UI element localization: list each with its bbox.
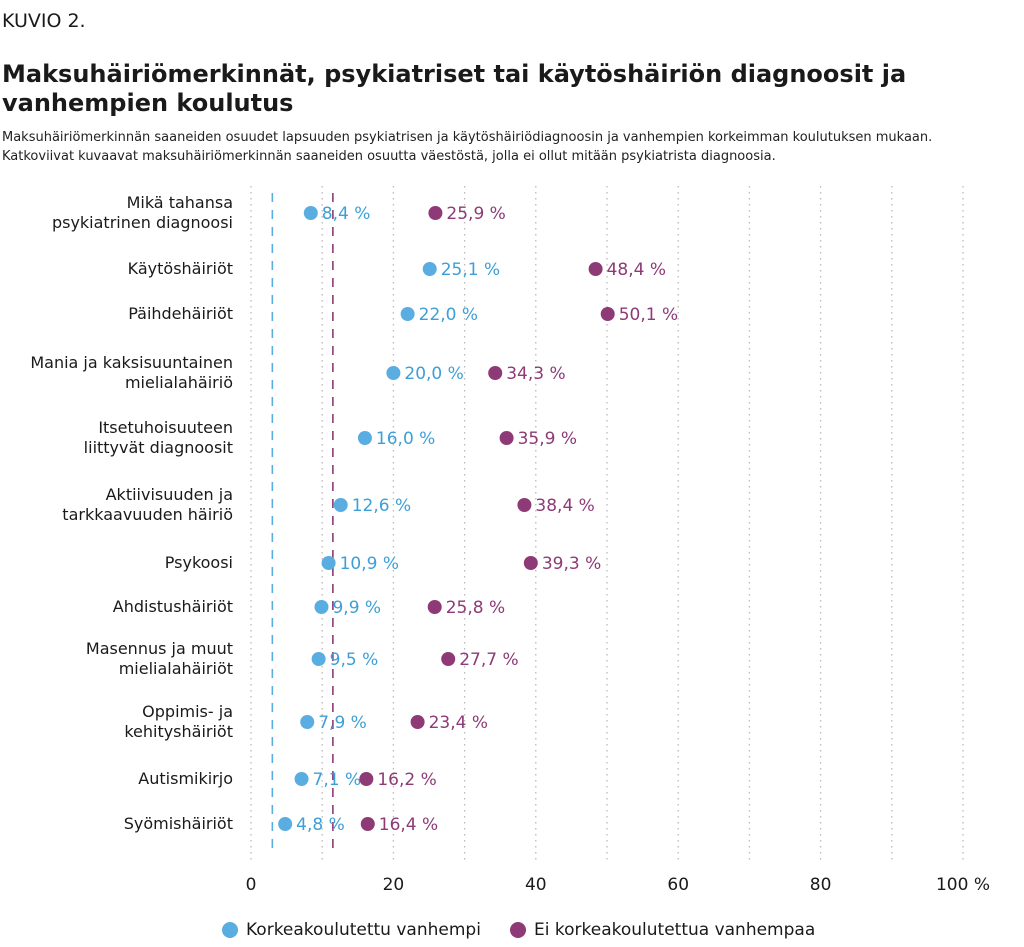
data-label-series-a: 8,4 % bbox=[322, 204, 371, 224]
data-label-series-a: 9,5 % bbox=[330, 650, 379, 670]
category-label: Oppimis- ja kehityshäiriöt bbox=[124, 702, 233, 741]
data-label-series-a: 9,9 % bbox=[332, 598, 381, 618]
data-point-series-a bbox=[300, 715, 315, 729]
data-label-series-a: 25,1 % bbox=[441, 260, 500, 280]
legend-label-series-a: Korkeakoulutettu vanhempi bbox=[246, 920, 481, 940]
data-point-series-b bbox=[360, 817, 375, 831]
category-label: Käytöshäiriöt bbox=[128, 259, 233, 278]
data-point-series-a bbox=[400, 307, 415, 321]
category-label: Psykoosi bbox=[165, 553, 233, 572]
data-label-series-a: 10,9 % bbox=[340, 554, 399, 574]
data-point-series-b bbox=[523, 556, 538, 570]
chart-subtitle: Maksuhäiriömerkinnän saaneiden osuudet l… bbox=[2, 128, 1017, 166]
x-tick-label: 0 bbox=[246, 875, 257, 895]
data-label-series-b: 23,4 % bbox=[429, 713, 488, 733]
x-tick-label: 80 bbox=[810, 875, 832, 895]
data-point-series-b bbox=[359, 772, 374, 786]
data-point-series-b bbox=[410, 715, 425, 729]
data-point-series-a bbox=[333, 498, 348, 512]
data-label-series-a: 4,8 % bbox=[296, 815, 345, 835]
data-label-series-a: 16,0 % bbox=[376, 429, 435, 449]
category-label: Mikä tahansa psykiatrinen diagnoosi bbox=[52, 193, 233, 232]
data-label-series-a: 20,0 % bbox=[404, 364, 463, 384]
data-label-series-b: 34,3 % bbox=[506, 364, 565, 384]
category-label: Itsetuhoisuuteen liittyvät diagnoosit bbox=[84, 418, 233, 457]
data-point-series-b bbox=[428, 206, 443, 220]
data-point-series-a bbox=[311, 652, 326, 666]
data-label-series-a: 7,9 % bbox=[318, 713, 367, 733]
x-tick-label: 40 bbox=[525, 875, 547, 895]
legend-label-series-b: Ei korkeakoulutettua vanhempaa bbox=[534, 920, 816, 940]
data-point-series-b bbox=[499, 431, 514, 445]
data-label-series-b: 48,4 % bbox=[607, 260, 666, 280]
data-point-series-b bbox=[588, 262, 603, 276]
data-point-series-b bbox=[441, 652, 456, 666]
data-label-series-b: 16,2 % bbox=[377, 770, 436, 790]
data-label-series-b: 27,7 % bbox=[459, 650, 518, 670]
data-label-series-b: 38,4 % bbox=[535, 496, 594, 516]
data-point-series-a bbox=[386, 366, 401, 380]
data-point-series-a bbox=[303, 206, 318, 220]
data-point-series-a bbox=[314, 600, 329, 614]
chart-title: Maksuhäiriömerkinnät, psykiatriset tai k… bbox=[2, 60, 907, 117]
data-point-series-a bbox=[321, 556, 336, 570]
legend-marker-series-a bbox=[222, 922, 238, 938]
category-label: Ahdistushäiriöt bbox=[113, 597, 233, 616]
legend-item-series-b: Ei korkeakoulutettua vanhempaa bbox=[510, 920, 815, 940]
x-tick-label: 100 % bbox=[936, 875, 990, 895]
data-label-series-b: 16,4 % bbox=[379, 815, 438, 835]
data-label-series-b: 25,8 % bbox=[446, 598, 505, 618]
data-label-series-b: 50,1 % bbox=[619, 305, 678, 325]
data-label-series-b: 25,9 % bbox=[446, 204, 505, 224]
subtitle-line-1: Maksuhäiriömerkinnän saaneiden osuudet l… bbox=[2, 130, 933, 145]
data-point-series-b bbox=[427, 600, 442, 614]
x-tick-label: 60 bbox=[667, 875, 689, 895]
data-point-series-a bbox=[278, 817, 293, 831]
category-label: Aktiivisuuden ja tarkkaavuuden häiriö bbox=[62, 485, 233, 524]
x-tick-label: 20 bbox=[383, 875, 405, 895]
figure-number: KUVIO 2. bbox=[2, 10, 86, 32]
legend-item-series-a: Korkeakoulutettu vanhempi bbox=[222, 920, 481, 940]
data-point-series-b bbox=[488, 366, 503, 380]
category-label: Päihdehäiriöt bbox=[128, 304, 233, 323]
data-label-series-a: 22,0 % bbox=[419, 305, 478, 325]
data-point-series-a bbox=[422, 262, 437, 276]
data-label-series-a: 12,6 % bbox=[352, 496, 411, 516]
data-label-series-b: 35,9 % bbox=[518, 429, 577, 449]
legend-marker-series-b bbox=[510, 922, 526, 938]
category-label: Mania ja kaksisuuntainen mielialahäiriö bbox=[30, 353, 233, 392]
data-point-series-b bbox=[517, 498, 532, 512]
data-point-series-a bbox=[294, 772, 309, 786]
data-point-series-b bbox=[600, 307, 615, 321]
data-label-series-a: 7,1 % bbox=[313, 770, 362, 790]
subtitle-line-2: Katkoviivat kuvaavat maksuhäiriömerkinnä… bbox=[2, 149, 776, 164]
category-label: Masennus ja muut mielialahäiriöt bbox=[86, 639, 233, 678]
data-label-series-b: 39,3 % bbox=[542, 554, 601, 574]
category-label: Autismikirjo bbox=[138, 769, 233, 788]
data-point-series-a bbox=[357, 431, 372, 445]
category-label: Syömishäiriöt bbox=[124, 814, 233, 833]
